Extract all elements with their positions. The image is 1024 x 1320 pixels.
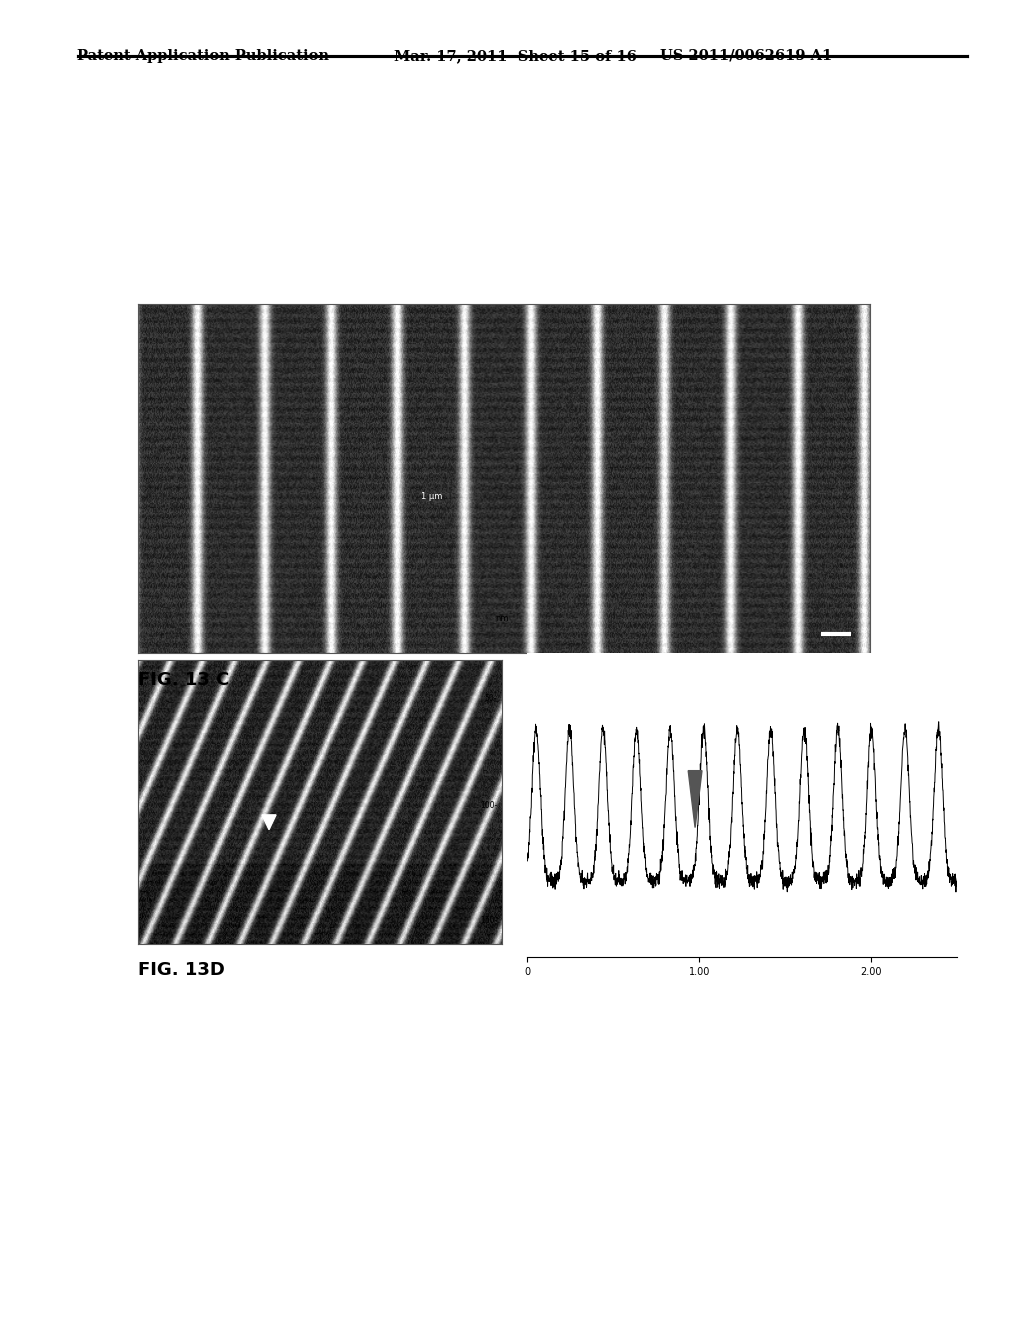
Polygon shape: [262, 814, 276, 830]
Text: FIG. 13 C: FIG. 13 C: [138, 671, 229, 689]
Text: US 2011/0062619 A1: US 2011/0062619 A1: [660, 49, 833, 63]
Text: 150-: 150-: [480, 916, 498, 925]
Text: nm: nm: [495, 614, 508, 623]
Text: 50-: 50-: [484, 694, 498, 704]
Text: Patent Application Publication: Patent Application Publication: [77, 49, 329, 63]
Text: FIG. 13D: FIG. 13D: [138, 961, 225, 979]
Polygon shape: [688, 771, 702, 828]
Text: 100-: 100-: [480, 801, 498, 809]
Text: 1 μm: 1 μm: [421, 492, 442, 502]
Text: Mar. 17, 2011  Sheet 15 of 16: Mar. 17, 2011 Sheet 15 of 16: [394, 49, 637, 63]
